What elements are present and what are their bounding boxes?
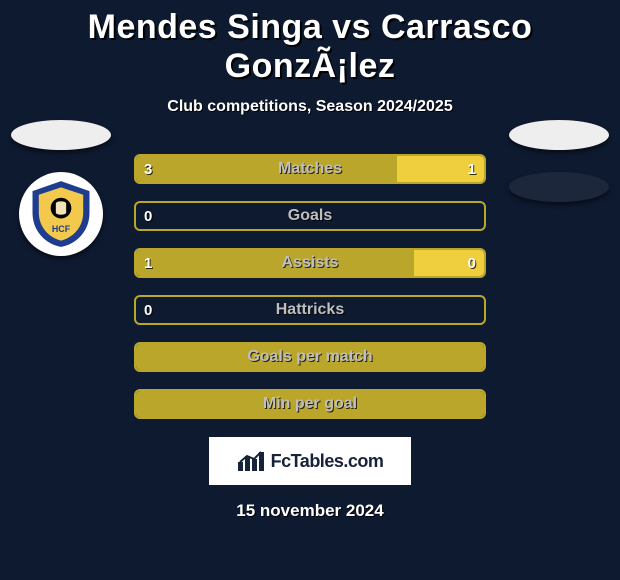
page-subtitle: Club competitions, Season 2024/2025 (0, 98, 620, 116)
date-text: 15 november 2024 (0, 501, 620, 521)
stat-value-a: 0 (136, 203, 160, 229)
stat-value-b: 1 (460, 156, 484, 182)
brand-badge: FcTables.com (207, 435, 413, 487)
player-a-flag-icon (11, 120, 111, 150)
player-b-column (504, 120, 614, 202)
stat-value-a: 0 (136, 297, 160, 323)
player-a-column: HCF (6, 120, 116, 256)
brand-bars-icon (237, 450, 265, 472)
stat-label: Assists (136, 250, 484, 276)
brand-text: FcTables.com (271, 451, 384, 472)
stat-label: Hattricks (136, 297, 484, 323)
stat-row: Matches3 1 (134, 154, 486, 184)
stat-label: Goals (136, 203, 484, 229)
stat-row: Assists1 0 (134, 248, 486, 278)
svg-text:HCF: HCF (52, 224, 71, 234)
stat-label: Goals per match (136, 344, 484, 370)
club-crest-svg-wrap: HCF (24, 177, 98, 251)
player-b-club-placeholder (509, 172, 609, 202)
page-title: Mendes Singa vs Carrasco GonzÃ¡lez (0, 0, 620, 86)
stats-list: Matches31Goals0Assists10Hattricks0Goals … (134, 154, 486, 419)
stat-value-b: 0 (460, 250, 484, 276)
stat-row: Hattricks0 (134, 295, 486, 325)
hercules-crest-icon: HCF (24, 177, 98, 251)
stat-label: Min per goal (136, 391, 484, 417)
player-b-flag-icon (509, 120, 609, 150)
stat-row: Goals per match (134, 342, 486, 372)
stat-row: Min per goal (134, 389, 486, 419)
stat-row: Goals0 (134, 201, 486, 231)
player-a-club-crest: HCF (19, 172, 103, 256)
stat-value-a: 1 (136, 250, 160, 276)
stat-label: Matches (136, 156, 484, 182)
stat-value-a: 3 (136, 156, 160, 182)
